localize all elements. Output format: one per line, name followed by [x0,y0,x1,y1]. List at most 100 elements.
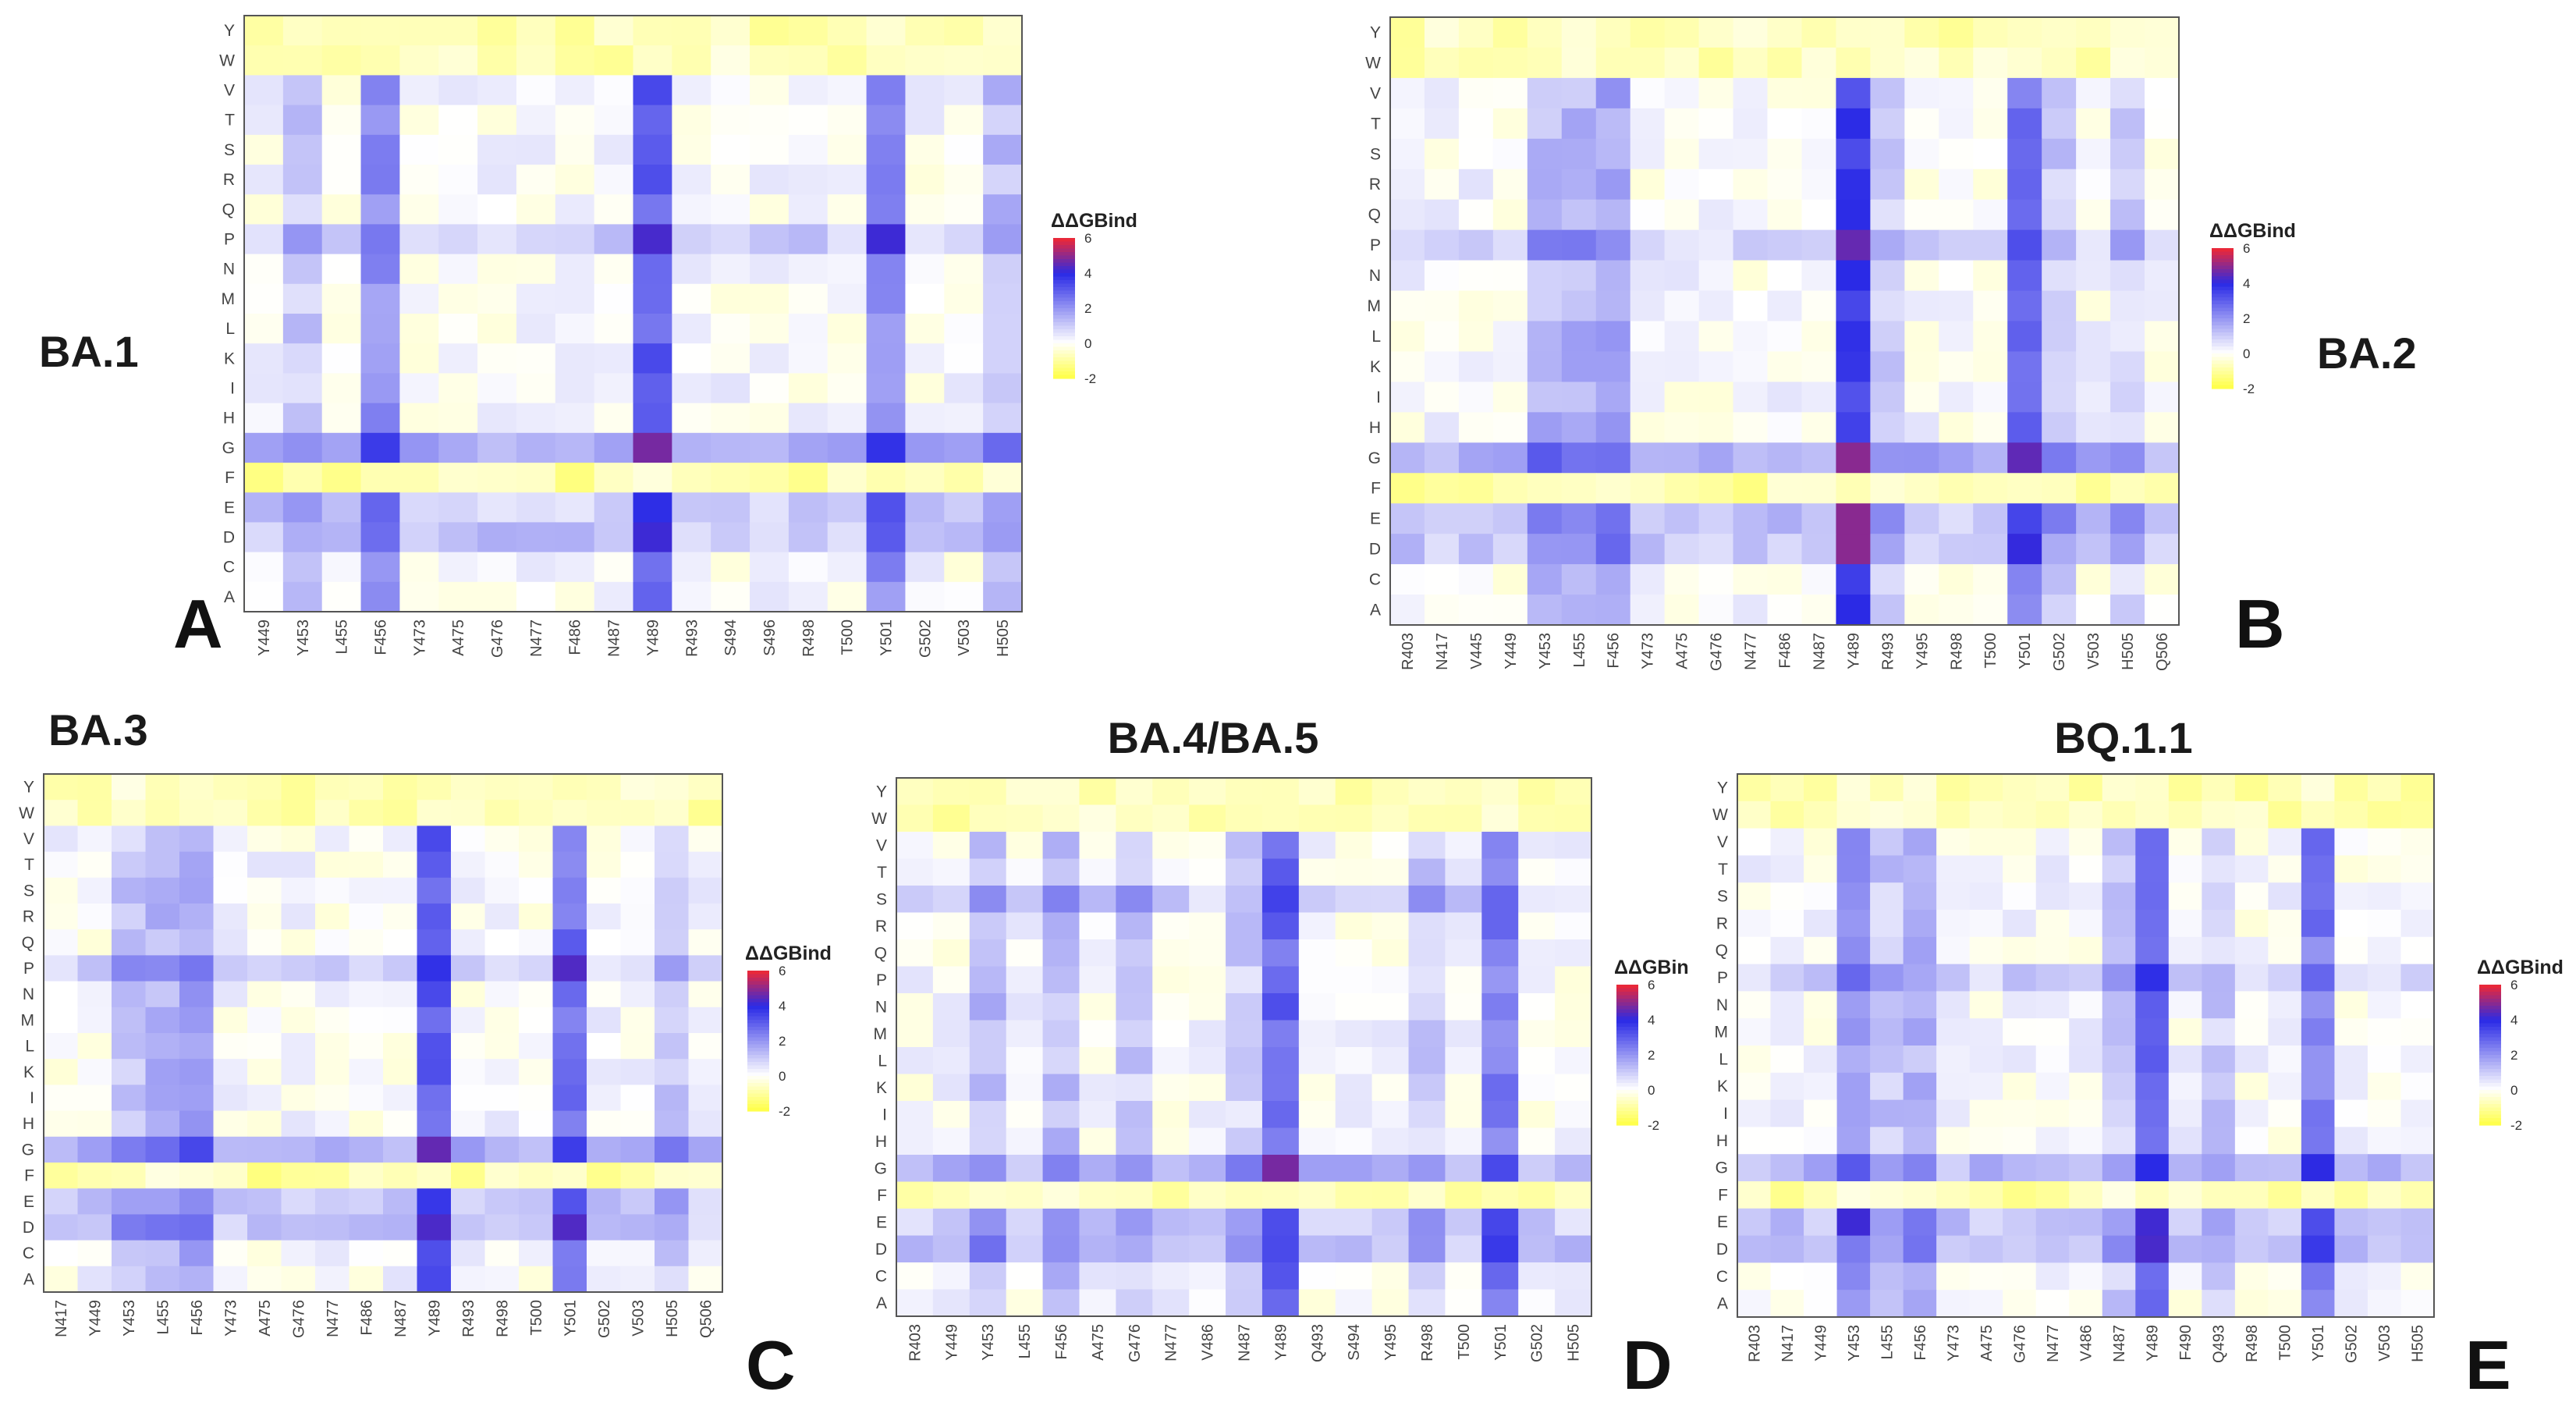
heatmap-cell [2202,1154,2236,1182]
legend-swatch [1616,1062,1638,1067]
legend-swatch [1616,1030,1638,1035]
heatmap-cell [247,1240,282,1267]
x-tick-label: Y453 [121,1300,138,1337]
heatmap-cell [1445,1127,1482,1156]
heatmap-cell [360,45,400,76]
heatmap-cell [896,1289,934,1317]
y-tick-label: H [1716,1132,1728,1150]
heatmap-cell [1492,321,1528,353]
heatmap-cell [2168,936,2202,965]
heatmap-cell [1630,442,1666,474]
heatmap-cell [2035,1046,2070,1074]
heatmap-cell [2334,910,2368,938]
heatmap-cell [1424,138,1460,170]
panel-letter: D [1623,1326,1673,1404]
legend-swatch [2212,382,2234,386]
heatmap-cell [969,778,1007,806]
heatmap-cell [1903,801,1937,829]
heatmap-cell [555,552,595,583]
heatmap-cell [555,254,595,285]
legend-swatch [2479,1009,2501,1014]
heatmap-cell [1555,1209,1592,1237]
x-tick-label: N487 [1811,633,1828,670]
heatmap-cell [1733,534,1769,565]
heatmap-cell [417,1240,452,1267]
heatmap-cell [1698,503,1734,534]
heatmap-cell [179,1188,215,1215]
heatmap-cell [827,165,868,195]
heatmap-cell [1226,1101,1263,1129]
heatmap-cell [1555,1074,1592,1102]
heatmap-cell [1561,199,1597,231]
heatmap-cell [2042,534,2077,565]
heatmap-cell [1836,1018,1871,1046]
heatmap-cell [1481,939,1519,967]
heatmap-cell [179,1033,215,1060]
heatmap-cell [2367,1127,2402,1155]
heatmap-cell [2234,882,2269,911]
heatmap-cell [1481,993,1519,1021]
heatmap-cell [2334,1235,2368,1263]
heatmap-cell [516,75,556,106]
heatmap-cell [1079,1101,1116,1129]
heatmap-cell [2234,1046,2269,1074]
heatmap-cell [1733,412,1769,443]
heatmap-cell [1804,774,1838,802]
heatmap-cell [2145,503,2180,534]
legend-swatch [1616,1076,1638,1081]
heatmap-cell [633,254,672,285]
heatmap-cell [417,1188,452,1215]
heatmap-cell [213,1006,248,1034]
heatmap-cell [477,403,517,434]
heatmap-cell [1226,939,1263,967]
heatmap-cell [417,1059,452,1085]
heatmap-cell [213,1188,248,1215]
y-tick-label: Y [1717,779,1728,797]
x-tick-label: Y473 [222,1300,240,1337]
heatmap-cell [1152,1262,1190,1291]
heatmap-cell [2007,473,2042,504]
legend-swatch [1616,1100,1638,1105]
heatmap-cell [1770,1235,1804,1263]
heatmap-cell [438,314,478,344]
heatmap-cell [672,343,711,374]
heatmap-cell [1767,351,1803,382]
plot-border [1737,773,2435,1318]
heatmap-cell [1939,77,1974,109]
heatmap-cell [1804,1072,1838,1101]
heatmap-cell [399,194,439,225]
heatmap-cell [905,16,945,46]
heatmap-cell [2168,801,2202,829]
heatmap-cell [451,1163,486,1189]
heatmap-cell [1630,47,1666,79]
heatmap-cell [360,581,400,612]
heatmap-cell [688,1163,723,1189]
legend-tick-label: 0 [2243,346,2250,361]
heatmap-cell [484,1136,520,1163]
heatmap-cell [1664,473,1700,504]
x-tick-label: F486 [358,1300,375,1336]
heatmap-cell [932,1020,970,1048]
legend-swatch [747,1083,769,1088]
heatmap-cell [1939,321,1974,353]
heatmap-cell [1527,199,1563,231]
heatmap-cell [112,1006,147,1034]
heatmap-cell [2400,936,2435,965]
heatmap-cell [1226,1262,1263,1291]
heatmap-cell [555,463,595,493]
heatmap-cell [1335,966,1373,994]
heatmap-cell [2334,1154,2368,1182]
legend-swatch [1616,1093,1638,1098]
heatmap-cell [2268,936,2302,965]
heatmap-cell [1481,1181,1519,1209]
heatmap-cell [2135,1235,2170,1263]
heatmap-cell [484,851,520,879]
heatmap-cell [2035,774,2070,802]
y-tick-label: Q [22,934,34,952]
heatmap-cell [1801,321,1837,353]
heatmap-cell [477,581,517,612]
heatmap-cell [516,45,556,76]
heatmap-cell [896,832,934,860]
heatmap-cell [1152,1047,1190,1075]
x-tick-label: F490 [2177,1325,2195,1361]
